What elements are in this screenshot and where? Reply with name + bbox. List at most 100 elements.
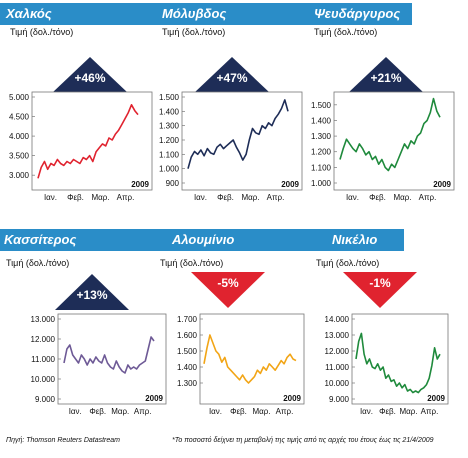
ytick-label-tin-2: 11.000 xyxy=(31,355,55,364)
ytick-label-nickel-4: 13.000 xyxy=(325,331,350,340)
year-label-tin: 2009 xyxy=(145,394,163,403)
xtick-label-aluminium-3: Απρ. xyxy=(276,407,294,416)
change-triangle-zinc xyxy=(348,57,424,93)
unit-tin: Τιμή (δολ./τόνο) xyxy=(6,258,70,268)
ytick-label-aluminium-4: 1.700 xyxy=(177,315,198,324)
change-triangle-lead xyxy=(194,57,270,93)
xtick-label-aluminium-2: Μαρ. xyxy=(252,407,270,416)
xtick-label-aluminium-0: Ιαν. xyxy=(209,407,222,416)
xtick-label-tin-1: Φεβ. xyxy=(89,407,106,416)
plot-frame-tin xyxy=(57,313,167,405)
ytick-label-zinc-1: 1.100 xyxy=(311,163,332,172)
plot-frame-aluminium xyxy=(199,313,305,405)
change-triangle-copper xyxy=(52,57,128,93)
ytick-label-copper-1: 3.500 xyxy=(9,152,30,161)
xtick-label-nickel-3: Απρ. xyxy=(421,407,439,416)
year-label-copper: 2009 xyxy=(131,180,149,189)
year-label-aluminium: 2009 xyxy=(283,394,301,403)
title-aluminium: Αλουμίνιο xyxy=(172,232,235,247)
unit-aluminium: Τιμή (δολ./τόνο) xyxy=(160,258,224,268)
xtick-label-aluminium-1: Φεβ. xyxy=(230,407,247,416)
ytick-label-lead-3: 1.200 xyxy=(159,136,180,145)
xtick-label-tin-0: Ιαν. xyxy=(69,407,82,416)
xtick-label-zinc-2: Μαρ. xyxy=(393,193,411,202)
ytick-label-aluminium-1: 1.400 xyxy=(177,363,198,372)
xtick-label-nickel-1: Φεβ. xyxy=(379,407,396,416)
ytick-label-tin-1: 10.000 xyxy=(31,375,56,384)
change-label-nickel: -1% xyxy=(369,276,391,290)
ytick-label-nickel-2: 11.000 xyxy=(325,363,349,372)
ytick-label-copper-4: 5.000 xyxy=(9,93,30,102)
ytick-label-lead-2: 1.100 xyxy=(159,150,180,159)
year-label-zinc: 2009 xyxy=(433,180,451,189)
ytick-label-copper-0: 3.000 xyxy=(9,171,30,180)
ytick-label-aluminium-0: 1.300 xyxy=(177,379,198,388)
xtick-label-nickel-2: Μαρ. xyxy=(399,407,417,416)
ytick-label-tin-0: 9.000 xyxy=(35,395,56,404)
series-line-nickel xyxy=(355,332,441,394)
ytick-label-aluminium-2: 1.500 xyxy=(177,347,198,356)
xtick-label-copper-2: Μαρ. xyxy=(91,193,109,202)
title-copper: Χαλκός xyxy=(6,6,52,21)
series-line-aluminium xyxy=(203,334,297,384)
ytick-label-tin-3: 12.000 xyxy=(31,335,56,344)
series-line-lead xyxy=(187,99,289,169)
xtick-label-zinc-1: Φεβ. xyxy=(369,193,386,202)
change-label-tin: +13% xyxy=(76,288,107,302)
series-line-copper xyxy=(37,104,139,179)
xtick-label-zinc-3: Απρ. xyxy=(419,193,437,202)
xtick-label-copper-3: Απρ. xyxy=(117,193,135,202)
plot-frame-nickel xyxy=(351,313,449,405)
title-zinc: Ψευδάργυρος xyxy=(314,6,401,21)
ytick-label-lead-6: 1.500 xyxy=(159,93,180,102)
title-tin: Κασσίτερος xyxy=(4,232,77,247)
ytick-label-zinc-3: 1.300 xyxy=(311,132,332,141)
ytick-label-aluminium-3: 1.600 xyxy=(177,331,198,340)
plot-frame-lead xyxy=(181,91,303,191)
change-triangle-tin xyxy=(55,274,129,310)
xtick-label-lead-2: Μαρ. xyxy=(241,193,259,202)
unit-lead: Τιμή (δολ./τόνο) xyxy=(162,27,226,37)
xtick-label-copper-1: Φεβ. xyxy=(67,193,84,202)
ytick-label-lead-0: 900 xyxy=(166,179,180,188)
ytick-label-zinc-4: 1.400 xyxy=(311,116,332,125)
unit-zinc: Τιμή (δολ./τόνο) xyxy=(314,27,378,37)
ytick-label-nickel-1: 10.000 xyxy=(325,379,350,388)
header-bar-row2 xyxy=(0,229,404,251)
change-label-zinc: +21% xyxy=(370,71,401,85)
ytick-label-lead-4: 1.300 xyxy=(159,122,180,131)
year-label-nickel: 2009 xyxy=(427,394,445,403)
xtick-label-copper-0: Ιαν. xyxy=(44,193,57,202)
year-label-lead: 2009 xyxy=(281,180,299,189)
ytick-label-copper-3: 4.500 xyxy=(9,113,30,122)
footnote-text: *Το ποσοστό δείχνει τη μεταβολή της τιμή… xyxy=(172,437,434,444)
ytick-label-nickel-0: 9.000 xyxy=(329,395,350,404)
ytick-label-zinc-5: 1.500 xyxy=(311,101,332,110)
xtick-label-tin-2: Μαρ. xyxy=(111,407,129,416)
change-label-copper: +46% xyxy=(74,71,105,85)
title-nickel: Νικέλιο xyxy=(332,232,378,247)
ytick-label-nickel-3: 12.000 xyxy=(325,347,350,356)
plot-frame-zinc xyxy=(333,91,455,191)
series-line-tin xyxy=(63,336,155,374)
title-lead: Μόλυβδος xyxy=(162,6,227,21)
change-label-lead: +47% xyxy=(216,71,247,85)
ytick-label-tin-4: 13.000 xyxy=(31,315,56,324)
xtick-label-lead-0: Ιαν. xyxy=(194,193,207,202)
ytick-label-zinc-0: 1.000 xyxy=(311,179,332,188)
header-bar-row1 xyxy=(0,3,412,25)
source-text: Πηγή: Thomson Reuters Datastream xyxy=(6,437,120,444)
ytick-label-lead-5: 1.400 xyxy=(159,107,180,116)
ytick-label-nickel-5: 14.000 xyxy=(325,315,350,324)
xtick-label-nickel-0: Ιαν. xyxy=(360,407,373,416)
plot-frame-copper xyxy=(31,91,153,191)
change-triangle-aluminium xyxy=(191,272,265,308)
change-label-aluminium: -5% xyxy=(217,276,239,290)
ytick-label-lead-1: 1.000 xyxy=(159,165,180,174)
series-line-zinc xyxy=(339,97,441,172)
unit-copper: Τιμή (δολ./τόνο) xyxy=(10,27,74,37)
xtick-label-tin-3: Απρ. xyxy=(134,407,152,416)
ytick-label-zinc-2: 1.200 xyxy=(311,148,332,157)
ytick-label-copper-2: 4.000 xyxy=(9,132,30,141)
